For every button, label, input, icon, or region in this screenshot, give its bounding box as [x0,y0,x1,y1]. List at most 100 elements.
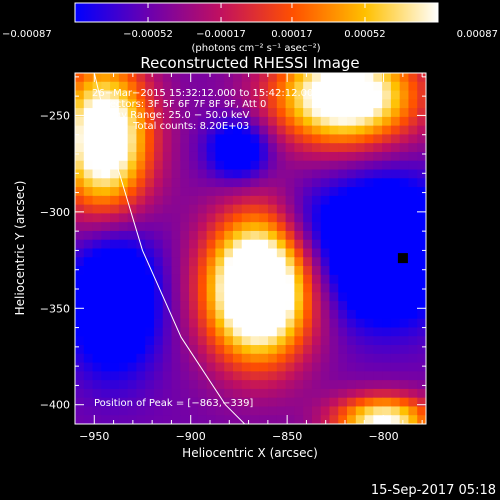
heatmap-cell [347,116,357,127]
heatmap-cell [373,116,383,127]
heatmap-cell [241,283,252,293]
heatmap-cell [390,195,401,206]
heatmap-cell [329,266,339,276]
heatmap-cell [215,90,225,100]
heatmap-cell [83,257,94,267]
heatmap-cell [171,309,181,320]
heatmap-cell [224,116,234,127]
heatmap-cell [224,353,234,364]
heatmap-cell [390,125,401,136]
heatmap-cell [136,99,146,109]
heatmap-cell [294,415,304,424]
heatmap-cell [347,415,357,424]
heatmap-cell [259,230,269,241]
heatmap-cell [118,266,129,276]
heatmap-cell [118,143,129,153]
heatmap-cell [153,99,164,109]
heatmap-cell [294,143,304,153]
heatmap-cell [232,169,243,179]
heatmap-cell [189,116,199,127]
heatmap-cell [303,362,313,372]
heatmap-cell [417,187,426,197]
heatmap-cell [136,336,146,346]
heatmap-cell [189,388,199,399]
heatmap-cell [232,125,243,136]
colorbar-tick-label: −0.00087 [2,29,52,40]
heatmap-cell [320,292,331,302]
heatmap-cell [373,230,383,241]
heatmap-cell [373,257,383,267]
heatmap-cell [338,371,348,381]
heatmap-cell [417,415,426,424]
heatmap-cell [224,406,234,416]
heatmap-cell [320,195,331,206]
heatmap-cell [329,292,339,302]
heatmap-cell [373,406,383,416]
heatmap-cell [145,406,155,416]
heatmap-cell [101,134,111,144]
heatmap-cell [241,81,252,92]
heatmap-cell [399,222,410,232]
heatmap-cell [259,345,269,355]
heatmap-cell [162,380,173,390]
heatmap-cell [303,257,313,267]
heatmap-cell [294,353,304,364]
heatmap-cell [373,99,383,109]
heatmap-cell [347,292,357,302]
heatmap-cell [83,169,94,179]
heatmap-cell [101,125,111,136]
heatmap-cell [153,362,164,372]
heatmap-cell [382,336,392,346]
heatmap-cell [390,397,401,408]
heatmap-cell [224,195,234,206]
heatmap-cell [136,213,146,223]
heatmap-cell [338,143,348,153]
heatmap-cell [285,169,295,179]
heatmap-cell [250,125,260,136]
heatmap-cell [145,213,155,223]
heatmap-cell [136,345,146,355]
heatmap-cell [110,160,120,171]
heatmap-cell [285,257,295,267]
heatmap-cell [136,327,146,337]
heatmap-cell [180,187,190,197]
heatmap-cell [75,371,85,381]
heatmap-cell [145,204,155,215]
heatmap-cell [197,108,208,118]
heatmap-cell [153,81,164,92]
heatmap-cell [355,266,366,276]
heatmap-cell [101,415,111,424]
heatmap-cell [153,213,164,223]
heatmap-cell [373,160,383,171]
heatmap-cell [83,204,94,215]
heatmap-cell [127,266,138,276]
heatmap-cell [83,90,94,100]
heatmap-cell [232,143,243,153]
heatmap-cell [373,81,383,92]
heatmap-cell [399,345,410,355]
heatmap-cell [276,283,287,293]
heatmap-cell [83,266,94,276]
heatmap-cell [329,151,339,162]
heatmap-cell [118,81,129,92]
heatmap-cell [224,274,234,285]
heatmap-cell [268,143,278,153]
heatmap-cell [224,301,234,311]
heatmap-cell [145,90,155,100]
heatmap-cell [250,371,260,381]
heatmap-cell [399,397,410,408]
heatmap-cell [92,73,102,83]
heatmap-cell [364,318,374,329]
heatmap-cell [399,371,410,381]
heatmap-cell [250,257,260,267]
heatmap-cell [329,169,339,179]
heatmap-cell [92,169,102,179]
heatmap-cell [215,187,225,197]
heatmap-cell [347,125,357,136]
heatmap-cell [417,239,426,250]
heatmap-cell [75,380,85,390]
heatmap-cell [276,406,287,416]
heatmap-cell [145,160,155,171]
heatmap-cell [268,345,278,355]
heatmap-cell [259,257,269,267]
